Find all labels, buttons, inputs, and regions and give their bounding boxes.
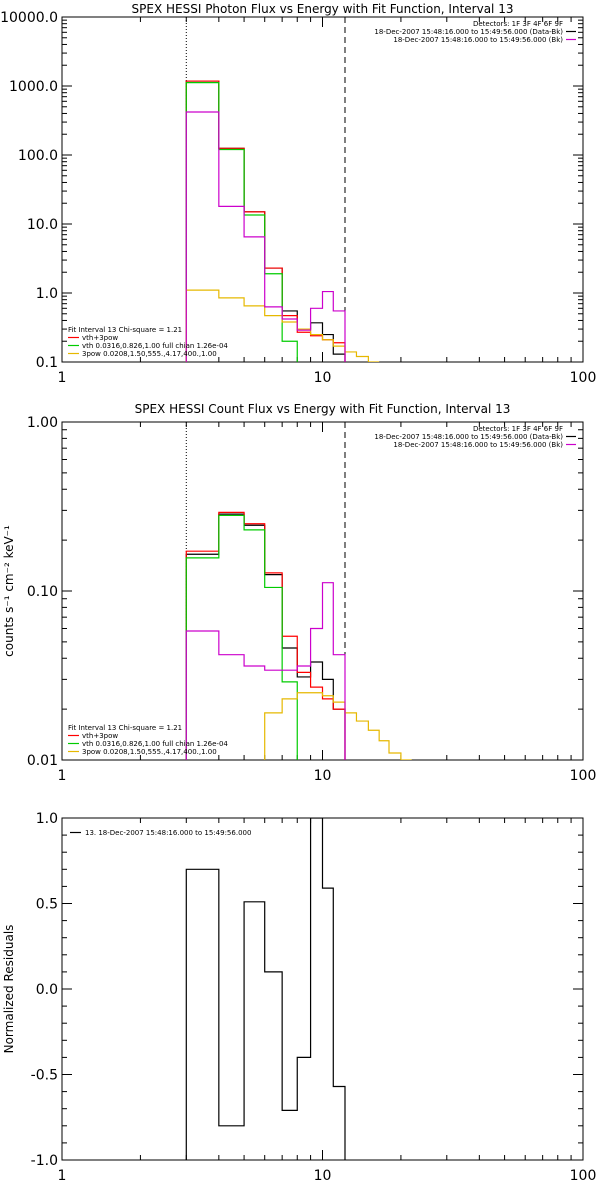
- legend-top-right-entry: 18-Dec-2007 15:48:16.000 to 15:49:56.000…: [374, 433, 563, 441]
- x-tick-label: 1: [58, 1168, 67, 1184]
- y-tick-label: 1.0: [36, 811, 58, 827]
- series-2-histogram: [185, 514, 298, 760]
- y-axis-label: Normalized Residuals: [2, 925, 16, 1054]
- x-tick-label: 1: [58, 768, 67, 784]
- legend-bottom-left-entry: vth 0.0316,0.826,1.00 full chian 1.26e-0…: [82, 740, 228, 748]
- y-tick-label: 0.10: [27, 584, 58, 600]
- x-tick-label: 1: [58, 370, 67, 386]
- legend-top-right-entry: Detectors: 1F 3F 4F 6F 9F: [473, 425, 563, 433]
- x-tick-label: 100: [570, 1168, 597, 1184]
- series-1-histogram: [185, 511, 346, 760]
- y-tick-label: 10.0: [27, 217, 58, 233]
- legend-top-left-entry: 13. 18-Dec-2007 15:48:16.000 to 15:49:56…: [85, 829, 251, 837]
- y-tick-label: 1.00: [27, 415, 58, 431]
- x-tick-label: 100: [570, 768, 597, 784]
- x-tick-label: 100: [570, 370, 597, 386]
- legend-bottom-left-entry: vth+3pow: [82, 732, 118, 740]
- y-tick-label: 1.0: [36, 286, 58, 302]
- y-tick-label: 0.1: [36, 355, 58, 371]
- count-flux-panel: SPEX HESSI Count Flux vs Energy with Fit…: [2, 402, 596, 784]
- y-tick-label: -0.5: [31, 1068, 58, 1084]
- series-0-histogram: [185, 513, 346, 760]
- y-axis-label: counts s⁻¹ cm⁻² keV⁻¹: [2, 525, 16, 657]
- legend-top-right-entry: 18-Dec-2007 15:48:16.000 to 15:49:56.000…: [393, 441, 563, 449]
- residuals-panel: Normalized Residuals 1 10 100 -1.0 -0.5 0.0 0.5…: [2, 811, 596, 1184]
- y-tick-label: 0.0: [36, 982, 58, 998]
- chart-title: SPEX HESSI Photon Flux vs Energy with Fi…: [132, 2, 514, 16]
- legend-bottom-left-entry: 3pow 0.0208,1.50,555.,4.17,400.,1.00: [82, 748, 217, 756]
- y-tick-label: 10000.0: [0, 10, 58, 26]
- series-3-histogram: [264, 692, 412, 760]
- series-4-histogram: [185, 582, 346, 760]
- y-tick-label: -1.0: [31, 1153, 58, 1169]
- legend-top-right-entry: 18-Dec-2007 15:48:16.000 to 15:49:56.000…: [374, 28, 563, 36]
- series-0-histogram: [185, 818, 346, 1160]
- chart-title: SPEX HESSI Count Flux vs Energy with Fit…: [135, 402, 511, 416]
- x-tick-label: 10: [314, 1168, 332, 1184]
- y-tick-label: 0.01: [27, 753, 58, 769]
- series-2-histogram: [185, 82, 298, 362]
- legend-bottom-left-entry: vth+3pow: [82, 334, 118, 342]
- x-tick-label: 10: [314, 768, 332, 784]
- legend-bottom-left-entry: Fit Interval 13 Chi-square = 1.21: [68, 326, 182, 334]
- y-tick-label: 100.0: [18, 148, 58, 164]
- photon-flux-panel: SPEX HESSI Photon Flux vs Energy with Fi…: [0, 2, 596, 386]
- legend-bottom-left-entry: vth 0.0316,0.826,1.00 full chian 1.26e-0…: [82, 342, 228, 350]
- series-1-histogram: [185, 80, 346, 362]
- y-tick-label: 1000.0: [9, 79, 58, 95]
- series-0-histogram: [185, 80, 346, 362]
- legend-bottom-left-entry: 3pow 0.0208,1.50,555.,4.17,400.,1.00: [82, 350, 217, 358]
- legend-top-right-entry: Detectors: 1F 3F 4F 6F 9F: [473, 20, 563, 28]
- y-tick-label: 0.5: [36, 897, 58, 913]
- axes-frame: [61, 16, 584, 363]
- series-4-histogram: [185, 111, 346, 362]
- x-tick-label: 10: [314, 370, 332, 386]
- legend-bottom-left-entry: Fit Interval 13 Chi-square = 1.21: [68, 724, 182, 732]
- legend-top-right-entry: 18-Dec-2007 15:48:16.000 to 15:49:56.000…: [393, 36, 563, 44]
